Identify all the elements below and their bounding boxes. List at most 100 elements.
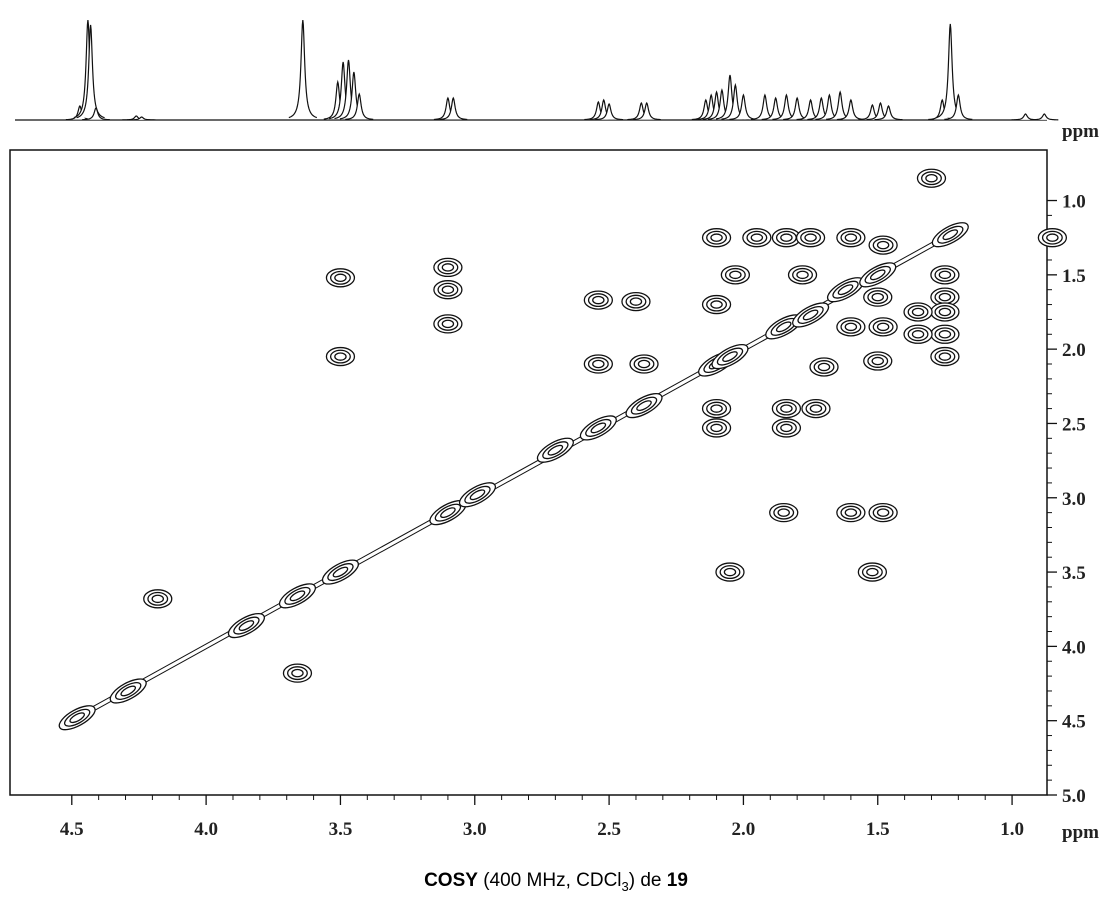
contour-ring	[723, 567, 737, 577]
contour-ring	[710, 300, 723, 309]
contour-ring	[629, 297, 643, 306]
contour-ring	[872, 319, 894, 334]
y-tick-label: 1.0	[1062, 192, 1086, 213]
y-tick-label: 2.5	[1062, 414, 1086, 435]
contour-ring	[817, 362, 831, 372]
contour-ring	[832, 280, 859, 299]
contour-ring	[837, 284, 854, 296]
contour-peak	[863, 351, 893, 371]
contour-peak	[715, 562, 745, 582]
contour-ring	[871, 292, 884, 302]
contour-ring	[800, 230, 822, 245]
contour-peak	[857, 562, 888, 582]
contour-ring	[464, 485, 491, 504]
contour-peak	[916, 168, 947, 188]
contour-peak	[536, 437, 574, 463]
contour-ring	[69, 712, 85, 724]
contour-peak	[433, 257, 463, 278]
contour-ring	[238, 620, 255, 632]
contour-ring	[872, 505, 894, 520]
contour-peak	[836, 228, 866, 248]
y-tick-label: 3.0	[1062, 489, 1086, 510]
contour-peak	[868, 235, 898, 255]
spectrum-peak	[632, 101, 661, 121]
contour-ring	[861, 565, 883, 580]
contour-peak	[625, 393, 663, 419]
x-axis-label: ppm	[1062, 822, 1099, 843]
contour-peak	[826, 277, 865, 303]
y-axis-label: ppm	[1062, 121, 1099, 142]
contour-ring	[805, 401, 827, 416]
contour-ring	[911, 307, 925, 317]
contour-ring	[797, 305, 824, 324]
contour-outer	[792, 302, 830, 328]
contour-peak	[711, 343, 749, 370]
contour-ring	[938, 352, 952, 361]
contour-peak	[109, 678, 147, 704]
contour-ring	[925, 173, 938, 183]
x-tick-label: 1.5	[866, 819, 890, 840]
contour-ring	[724, 267, 746, 282]
y-tick-label: 4.5	[1062, 712, 1086, 733]
contour-peak	[143, 589, 173, 609]
contour-peak	[433, 314, 463, 334]
contour-peak	[801, 398, 831, 419]
contour-outer	[278, 583, 317, 609]
contour-ring	[840, 505, 862, 520]
contour-peak	[325, 268, 356, 288]
contour-ring	[867, 290, 889, 305]
contour-ring	[780, 233, 793, 242]
y-tick-label: 4.0	[1062, 637, 1086, 658]
contour-ring	[750, 233, 764, 242]
contour-ring	[729, 270, 742, 280]
caption-part: COSY	[424, 870, 478, 891]
contour-ring	[937, 225, 964, 244]
contour-peak	[771, 418, 802, 438]
contour-peak	[771, 398, 802, 419]
spectrum-peak	[874, 104, 903, 121]
contour-ring	[710, 233, 723, 242]
x-tick-label: 2.5	[597, 819, 621, 840]
contour-ring	[637, 359, 651, 369]
contour-peak	[227, 612, 265, 639]
caption-part: ) de	[629, 870, 667, 891]
contour-ring	[796, 270, 809, 280]
contour-peak	[742, 228, 772, 248]
spectrum-peak	[944, 93, 973, 120]
contour-ring	[710, 423, 723, 433]
contour-ring	[876, 322, 890, 332]
contour-ring	[719, 565, 741, 580]
contour-ring	[329, 349, 351, 364]
spectrum-peak	[1030, 113, 1059, 121]
contour-ring	[866, 567, 879, 577]
contour-ring	[587, 293, 609, 308]
spectrum-peak	[439, 96, 468, 121]
contour-peak	[701, 228, 732, 248]
contour-peak	[931, 222, 969, 248]
contour-ring	[334, 273, 347, 283]
x-tick-label: 1.0	[1000, 819, 1024, 840]
contour-ring	[746, 230, 768, 245]
contour-ring	[633, 357, 655, 371]
contour-peak	[621, 291, 651, 312]
contour-ring	[869, 269, 886, 281]
x-tick-label: 3.0	[463, 819, 487, 840]
contour-outer	[321, 559, 360, 585]
contour-peak	[325, 346, 356, 367]
contour-peak	[863, 287, 893, 307]
contour-ring	[1041, 230, 1063, 245]
contour-ring	[864, 265, 891, 284]
x-tick-label: 2.0	[732, 819, 756, 840]
contour-ring	[706, 230, 728, 245]
contour-peak	[787, 265, 818, 285]
contour-peak	[321, 559, 360, 585]
contour-ring	[780, 423, 793, 433]
contour-ring	[542, 441, 569, 460]
contour-ring	[706, 297, 728, 312]
y-tick-label: 2.0	[1062, 340, 1086, 361]
contour-peak	[859, 262, 897, 288]
contour-ring	[332, 566, 349, 578]
contour-peak	[583, 290, 613, 310]
